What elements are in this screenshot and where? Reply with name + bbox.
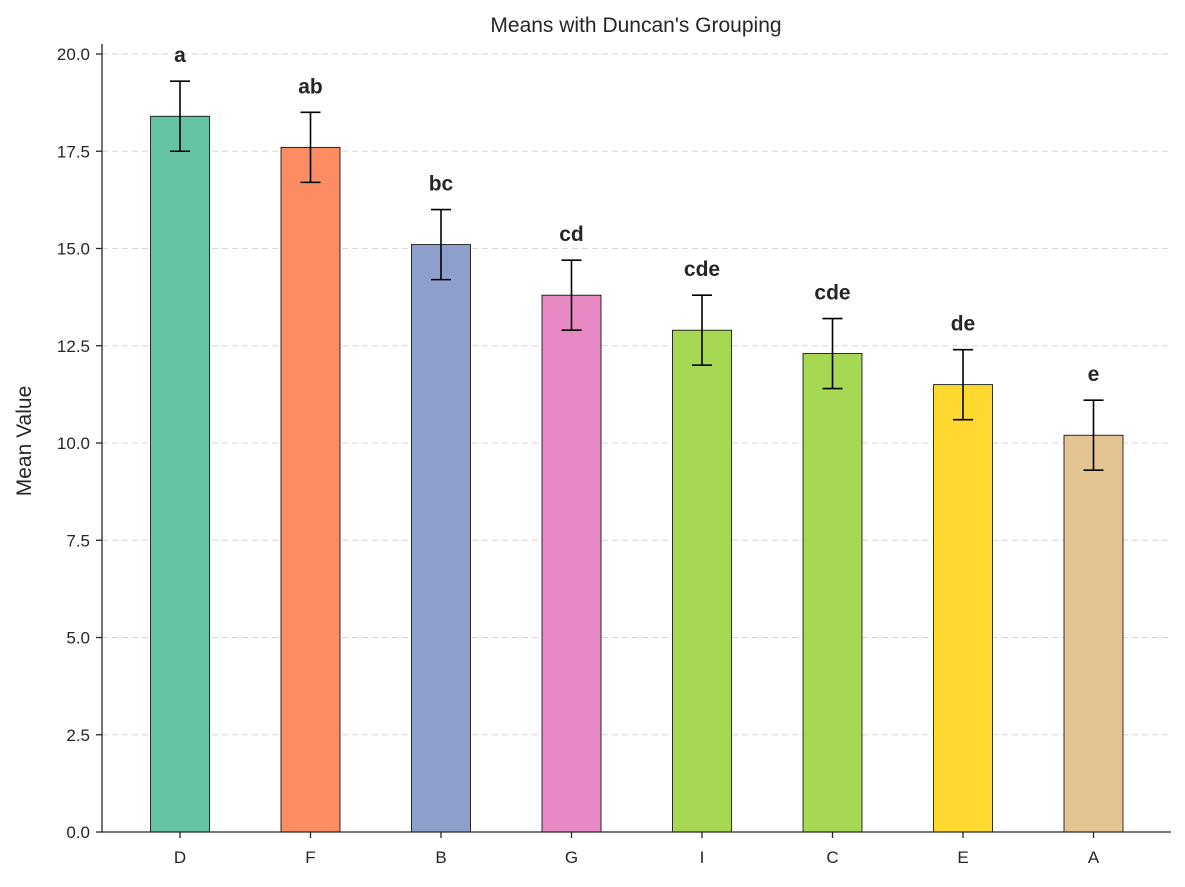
y-tick-label: 2.5: [66, 726, 90, 745]
bar-F: [280, 146, 341, 833]
bar-B: [411, 244, 471, 833]
y-ticks: 0.0 2.5 5.0 7.5 10.0 12.5 15.0 17.5 20.0: [57, 45, 102, 842]
y-axis-label: Mean Value: [13, 386, 36, 497]
error-bar-D: [170, 80, 190, 153]
group-labels: a ab bc cd cde cde de e: [174, 44, 1099, 386]
y-tick-label: 0.0: [66, 823, 90, 842]
y-tick-label: 12.5: [57, 337, 90, 356]
axes: [101, 44, 1171, 833]
x-tick-label-C: C: [826, 848, 838, 867]
y-tick-label: 5.0: [66, 629, 90, 648]
x-tick-label-G: G: [565, 848, 578, 867]
group-label-D: a: [174, 44, 186, 67]
error-bar-E: [953, 348, 973, 421]
gridlines: [102, 53, 1171, 736]
group-label-I: cde: [684, 258, 720, 281]
error-bar-A: [1083, 399, 1104, 472]
error-bar-C: [822, 317, 843, 390]
bar-G: [541, 294, 602, 833]
error-bars: [170, 80, 1104, 472]
x-tick-label-F: F: [305, 848, 315, 867]
chart-title: Means with Duncan's Grouping: [490, 14, 781, 37]
bar-D: [150, 115, 210, 833]
group-label-G: cd: [559, 223, 584, 246]
x-tick-label-A: A: [1088, 848, 1100, 867]
group-label-E: de: [951, 313, 976, 336]
x-tick-label-D: D: [174, 848, 186, 867]
bar-I: [672, 329, 732, 833]
x-tick-label-E: E: [957, 848, 968, 867]
group-label-B: bc: [429, 173, 454, 196]
error-bar-F: [300, 111, 321, 184]
bar-E: [933, 384, 993, 833]
error-bar-B: [431, 208, 451, 281]
error-bar-G: [561, 259, 582, 331]
x-tick-label-B: B: [435, 848, 446, 867]
bars: [150, 115, 1124, 833]
y-tick-label: 20.0: [57, 45, 90, 64]
error-bar-I: [692, 294, 712, 367]
group-label-A: e: [1088, 363, 1100, 386]
x-tick-label-I: I: [700, 848, 705, 867]
group-label-C: cde: [814, 282, 850, 305]
y-tick-label: 7.5: [66, 531, 90, 550]
bar-C: [802, 353, 863, 833]
bar-A: [1063, 434, 1124, 833]
y-tick-label: 10.0: [57, 434, 90, 453]
y-tick-label: 17.5: [57, 142, 90, 161]
group-label-F: ab: [298, 75, 323, 98]
y-tick-label: 15.0: [57, 240, 90, 259]
